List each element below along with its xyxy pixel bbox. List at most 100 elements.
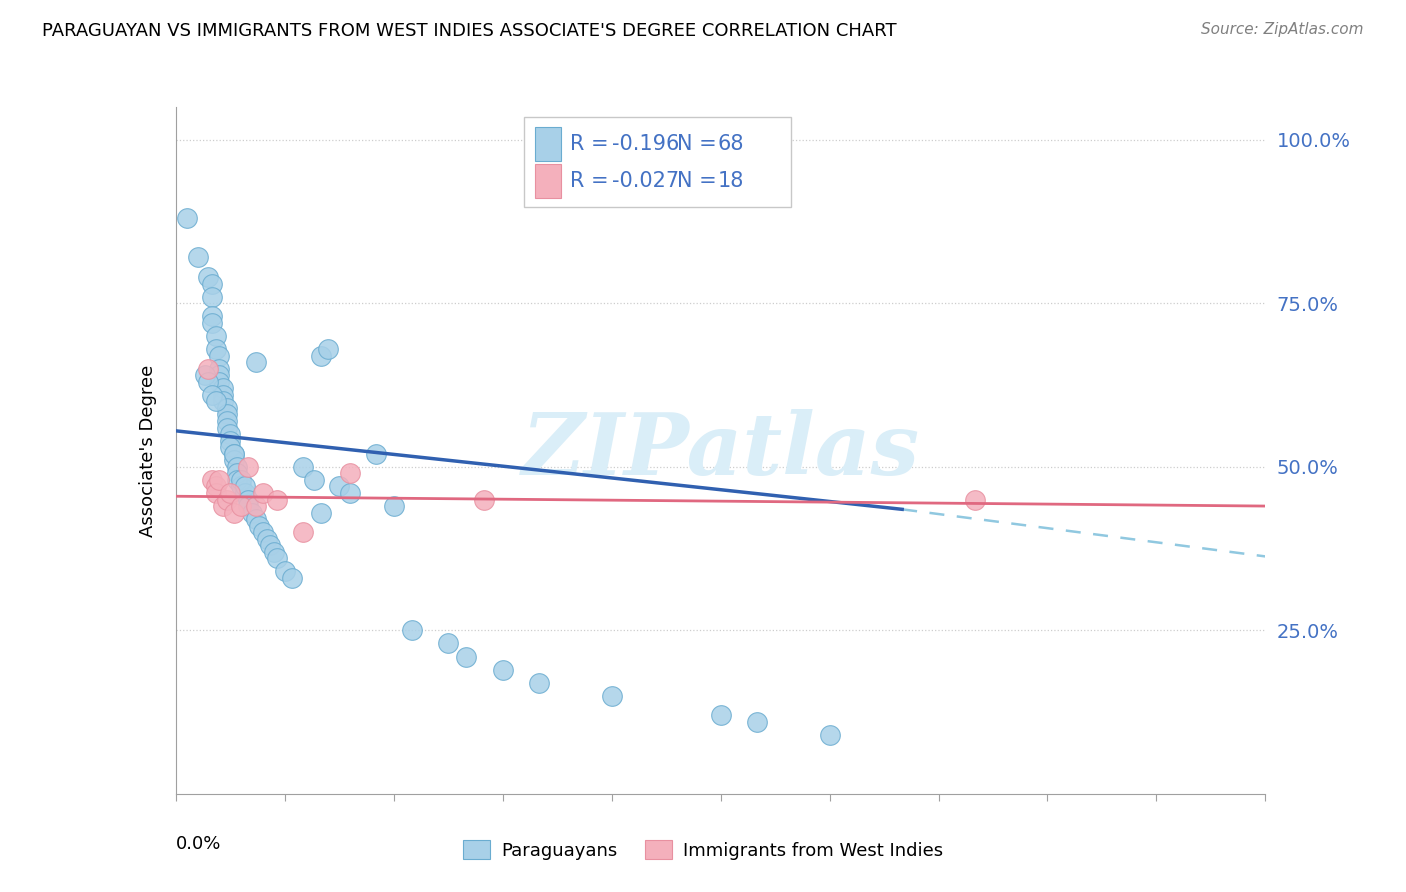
Point bbox=[710, 708, 733, 723]
Point bbox=[238, 492, 260, 507]
Text: -0.027: -0.027 bbox=[612, 171, 679, 191]
Text: N =: N = bbox=[678, 171, 723, 191]
Point bbox=[201, 290, 224, 304]
Point bbox=[231, 499, 253, 513]
Point bbox=[197, 270, 219, 285]
Point bbox=[201, 473, 224, 487]
Point bbox=[204, 329, 226, 343]
Point bbox=[339, 467, 361, 481]
Point bbox=[215, 420, 238, 434]
Point bbox=[266, 492, 288, 507]
Text: R =: R = bbox=[571, 171, 616, 191]
Point bbox=[212, 381, 235, 395]
FancyBboxPatch shape bbox=[536, 164, 561, 198]
Point bbox=[212, 394, 235, 409]
Point bbox=[233, 486, 256, 500]
Point bbox=[252, 525, 274, 540]
Point bbox=[219, 434, 242, 448]
Point bbox=[527, 675, 550, 690]
Point bbox=[204, 479, 226, 493]
Point bbox=[208, 375, 231, 389]
Point bbox=[208, 473, 231, 487]
Point bbox=[328, 479, 350, 493]
Point bbox=[291, 459, 314, 474]
Point bbox=[176, 211, 198, 226]
Point bbox=[456, 649, 478, 664]
Point bbox=[201, 316, 224, 330]
Point bbox=[226, 467, 249, 481]
Point bbox=[204, 342, 226, 356]
Point bbox=[201, 277, 224, 291]
Point bbox=[245, 355, 267, 369]
Point bbox=[219, 440, 242, 454]
Text: N =: N = bbox=[678, 134, 723, 154]
Point bbox=[212, 388, 235, 402]
Text: R =: R = bbox=[571, 134, 616, 154]
Point bbox=[492, 663, 515, 677]
Point bbox=[401, 624, 423, 638]
Point bbox=[318, 342, 340, 356]
Point bbox=[197, 361, 219, 376]
Point bbox=[238, 499, 260, 513]
Point bbox=[204, 486, 226, 500]
Text: 18: 18 bbox=[717, 171, 744, 191]
Point bbox=[215, 414, 238, 428]
Point bbox=[208, 361, 231, 376]
Point bbox=[474, 492, 496, 507]
Text: Source: ZipAtlas.com: Source: ZipAtlas.com bbox=[1201, 22, 1364, 37]
Point bbox=[208, 368, 231, 383]
FancyBboxPatch shape bbox=[524, 118, 792, 207]
Point bbox=[309, 506, 332, 520]
Point bbox=[231, 473, 253, 487]
Point bbox=[745, 714, 768, 729]
Point bbox=[240, 506, 263, 520]
Point bbox=[201, 310, 224, 324]
Point bbox=[222, 453, 245, 467]
Text: PARAGUAYAN VS IMMIGRANTS FROM WEST INDIES ASSOCIATE'S DEGREE CORRELATION CHART: PARAGUAYAN VS IMMIGRANTS FROM WEST INDIE… bbox=[42, 22, 897, 40]
Point bbox=[281, 571, 304, 585]
Point bbox=[309, 349, 332, 363]
Point bbox=[215, 408, 238, 422]
Point bbox=[204, 394, 226, 409]
Point bbox=[233, 479, 256, 493]
Point bbox=[212, 499, 235, 513]
Point bbox=[201, 388, 224, 402]
Point bbox=[194, 368, 217, 383]
Point bbox=[963, 492, 986, 507]
Point bbox=[247, 518, 270, 533]
Text: -0.196: -0.196 bbox=[612, 134, 679, 154]
Point bbox=[291, 525, 314, 540]
Point bbox=[252, 486, 274, 500]
Point bbox=[219, 486, 242, 500]
Point bbox=[245, 499, 267, 513]
Point bbox=[302, 473, 325, 487]
Text: ZIPatlas: ZIPatlas bbox=[522, 409, 920, 492]
Text: 68: 68 bbox=[717, 134, 744, 154]
Point bbox=[197, 375, 219, 389]
Y-axis label: Associate's Degree: Associate's Degree bbox=[139, 364, 157, 537]
Point bbox=[256, 532, 278, 546]
Point bbox=[219, 427, 242, 442]
Point bbox=[186, 251, 209, 265]
Legend: Paraguayans, Immigrants from West Indies: Paraguayans, Immigrants from West Indies bbox=[456, 833, 950, 867]
Point bbox=[231, 479, 253, 493]
Text: 0.0%: 0.0% bbox=[176, 835, 221, 853]
Point bbox=[266, 551, 288, 566]
Point bbox=[245, 512, 267, 526]
Point bbox=[222, 447, 245, 461]
Point bbox=[339, 486, 361, 500]
Point bbox=[238, 459, 260, 474]
Point bbox=[222, 447, 245, 461]
Point bbox=[208, 349, 231, 363]
Point bbox=[263, 545, 285, 559]
Point bbox=[382, 499, 405, 513]
Point bbox=[215, 492, 238, 507]
Point bbox=[215, 401, 238, 415]
Point bbox=[274, 565, 297, 579]
Point bbox=[437, 636, 460, 650]
Point bbox=[364, 447, 387, 461]
Point bbox=[226, 459, 249, 474]
FancyBboxPatch shape bbox=[536, 127, 561, 161]
Point bbox=[259, 538, 281, 552]
Point bbox=[226, 473, 249, 487]
